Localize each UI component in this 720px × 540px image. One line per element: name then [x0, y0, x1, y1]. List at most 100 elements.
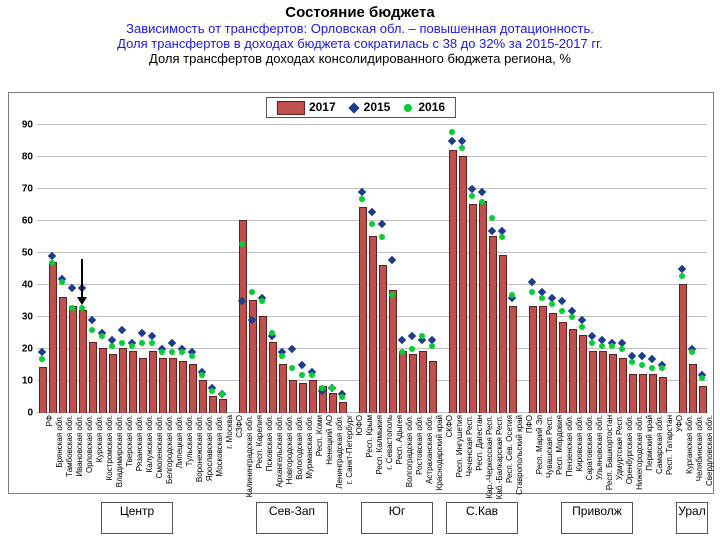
marker-2016 [209, 388, 215, 394]
marker-2016 [659, 365, 665, 371]
bar-2017 [689, 364, 697, 413]
bar-2017 [619, 358, 627, 413]
marker-2016 [359, 196, 365, 202]
title-main: Состояние бюджета [10, 4, 710, 21]
marker-2016 [79, 305, 85, 311]
bar-2017 [629, 374, 637, 413]
bar-2017 [559, 322, 567, 413]
bar-2017 [169, 358, 177, 413]
marker-2016 [429, 343, 435, 349]
region-box: Приволж [561, 502, 633, 534]
marker-2016 [689, 349, 695, 355]
marker-2015 [388, 255, 396, 263]
marker-2016 [99, 333, 105, 339]
marker-2016 [399, 349, 405, 355]
bar-2017 [479, 201, 487, 413]
bar-2017 [259, 316, 267, 413]
marker-2016 [369, 221, 375, 227]
marker-2015 [118, 326, 126, 334]
marker-2016 [499, 234, 505, 240]
bar-2017 [509, 306, 517, 413]
bar-2017 [609, 354, 617, 413]
marker-2016 [629, 359, 635, 365]
marker-2015 [378, 220, 386, 228]
bar-2017 [579, 335, 587, 413]
marker-2016 [319, 385, 325, 391]
bar-2017 [449, 150, 457, 413]
marker-2015 [448, 137, 456, 145]
chart-container: 2017 2015 2016 0102030405060708090 РФБря… [8, 92, 714, 494]
marker-2016 [589, 340, 595, 346]
marker-2016 [159, 349, 165, 355]
gridline [37, 124, 707, 125]
bar-2017 [119, 348, 127, 413]
marker-2015 [288, 345, 296, 353]
legend-2015: 2015 [350, 100, 391, 114]
marker-2016 [569, 314, 575, 320]
marker-2016 [219, 391, 225, 397]
region-box: Урал [676, 502, 708, 534]
marker-2016 [69, 305, 75, 311]
bar-2017 [139, 358, 147, 413]
marker-2015 [88, 316, 96, 324]
marker-2016 [129, 343, 135, 349]
marker-2016 [339, 394, 345, 400]
bar-2017 [179, 361, 187, 413]
region-box: Юг [361, 502, 433, 534]
marker-2015 [638, 351, 646, 359]
bar-2017 [399, 351, 407, 413]
bar-2017 [699, 386, 707, 413]
bar-2017 [589, 351, 597, 413]
marker-2015 [488, 227, 496, 235]
marker-2016 [379, 234, 385, 240]
marker-2016 [559, 308, 565, 314]
marker-2016 [259, 298, 265, 304]
bar-2017 [659, 377, 667, 413]
marker-2016 [489, 215, 495, 221]
bar-2017 [209, 396, 217, 413]
y-axis: 0102030405060708090 [13, 125, 35, 413]
marker-2015 [408, 332, 416, 340]
marker-2016 [179, 349, 185, 355]
marker-2016 [279, 353, 285, 359]
bar-2017 [219, 399, 227, 413]
marker-2016 [449, 129, 455, 135]
bar-2017 [359, 207, 367, 413]
marker-2016 [679, 273, 685, 279]
x-label: Свердловская обл. [705, 415, 720, 486]
marker-2016 [249, 289, 255, 295]
marker-2016 [329, 385, 335, 391]
marker-2015 [648, 355, 656, 363]
bar-2017 [409, 354, 417, 413]
marker-2016 [139, 340, 145, 346]
marker-2016 [539, 295, 545, 301]
plot-area [37, 125, 707, 413]
marker-2016 [149, 340, 155, 346]
bar-2017 [129, 351, 137, 413]
marker-2016 [649, 365, 655, 371]
marker-2015 [478, 188, 486, 196]
bar-2017 [679, 284, 687, 413]
title-sub1: Зависимость от трансфертов: Орловская об… [10, 21, 710, 36]
bar-2017 [369, 236, 377, 413]
bar-2017 [269, 342, 277, 413]
bar-2017 [199, 380, 207, 413]
bar-2017 [49, 262, 57, 413]
region-box: Сев-Зап [256, 502, 328, 534]
marker-2016 [419, 333, 425, 339]
bar-2017 [69, 306, 77, 413]
region-group-labels: ЦентрСев-ЗапЮгС.КавПриволжУрал [36, 502, 706, 534]
marker-2016 [529, 289, 535, 295]
title-block: Состояние бюджета Зависимость от трансфе… [0, 0, 720, 66]
bar-2017 [459, 156, 467, 413]
marker-2016 [119, 340, 125, 346]
bar-2017 [59, 297, 67, 413]
marker-2016 [699, 375, 705, 381]
y-tick: 90 [22, 120, 33, 131]
marker-2016 [269, 330, 275, 336]
marker-2016 [49, 260, 55, 266]
marker-2016 [599, 343, 605, 349]
y-tick: 0 [27, 408, 33, 419]
marker-2016 [619, 346, 625, 352]
marker-2016 [189, 353, 195, 359]
